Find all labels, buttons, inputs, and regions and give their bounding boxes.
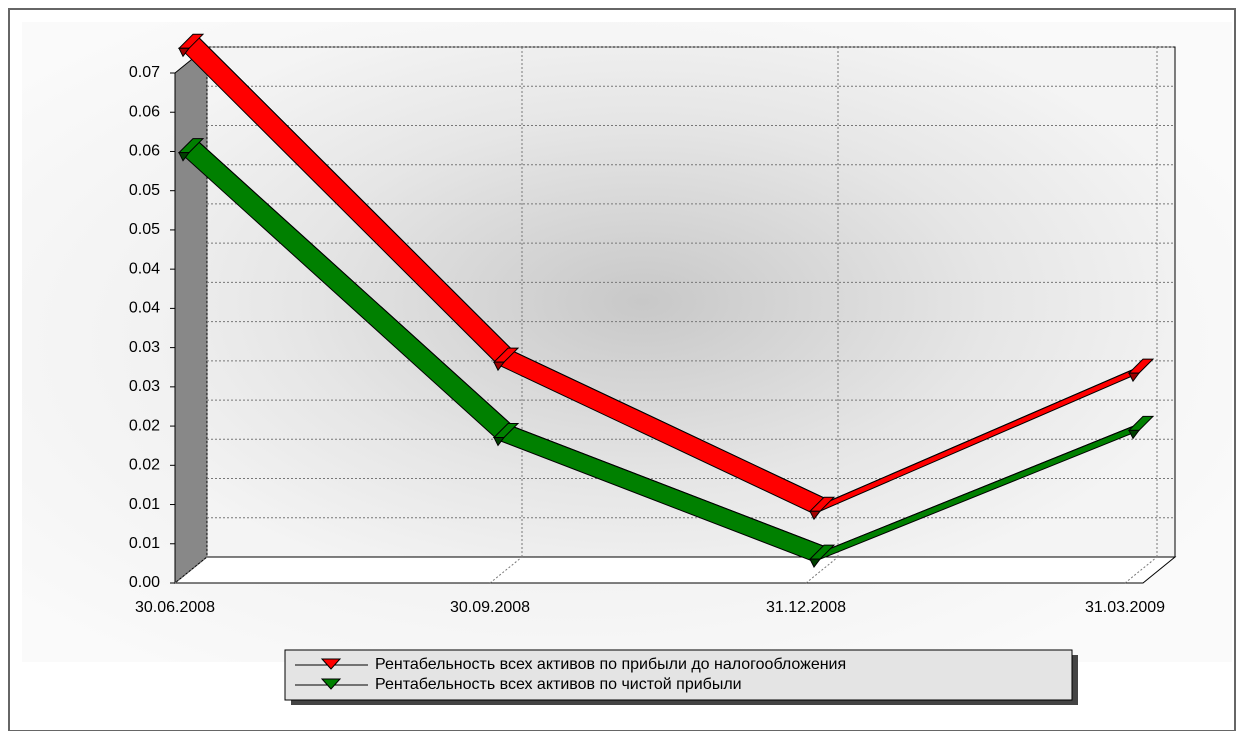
y-tick-label: 0.03	[129, 339, 160, 356]
y-tick-label: 0.01	[129, 496, 160, 513]
y-tick-label: 0.06	[129, 143, 160, 160]
x-tick-label: 31.03.2009	[1085, 599, 1165, 616]
grid-line	[174, 556, 208, 584]
y-tick-label: 0.01	[129, 535, 160, 552]
x-tick-label: 30.06.2008	[135, 599, 215, 616]
legend-label: Рентабельность всех активов по чистой пр…	[375, 676, 742, 693]
y-tick-label: 0.00	[129, 574, 160, 591]
grid-line	[805, 556, 839, 584]
grid-line	[489, 556, 523, 584]
marker-side	[493, 436, 505, 447]
grid-line	[1124, 556, 1158, 584]
marker-side	[178, 152, 190, 162]
y-tick-label: 0.04	[129, 260, 160, 277]
series-line	[198, 37, 1150, 502]
legend-label: Рентабельность всех активов по прибыли д…	[375, 656, 846, 673]
y-tick-label: 0.05	[129, 221, 160, 238]
y-tick-label: 0.02	[129, 457, 160, 474]
x-tick-label: 30.09.2008	[450, 599, 530, 616]
y-tick-label: 0.07	[129, 64, 160, 81]
x-tick-label: 31.12.2008	[766, 599, 846, 616]
legend	[284, 649, 1073, 701]
marker-side	[809, 510, 821, 521]
marker-side	[493, 361, 505, 372]
marker-side	[1128, 372, 1140, 383]
y-tick-label: 0.06	[129, 103, 160, 120]
floor	[173, 556, 1177, 584]
y-tick-label: 0.02	[129, 417, 160, 434]
y-tick-label: 0.03	[129, 378, 160, 395]
series-line	[198, 141, 1150, 550]
legend-marker	[320, 658, 342, 670]
marker-side	[1128, 429, 1140, 440]
y-tick-label: 0.04	[129, 300, 160, 317]
marker-side	[809, 558, 821, 569]
left-wall	[174, 45, 208, 585]
marker-side	[178, 47, 190, 58]
legend-marker	[320, 678, 342, 690]
y-tick-label: 0.05	[129, 182, 160, 199]
